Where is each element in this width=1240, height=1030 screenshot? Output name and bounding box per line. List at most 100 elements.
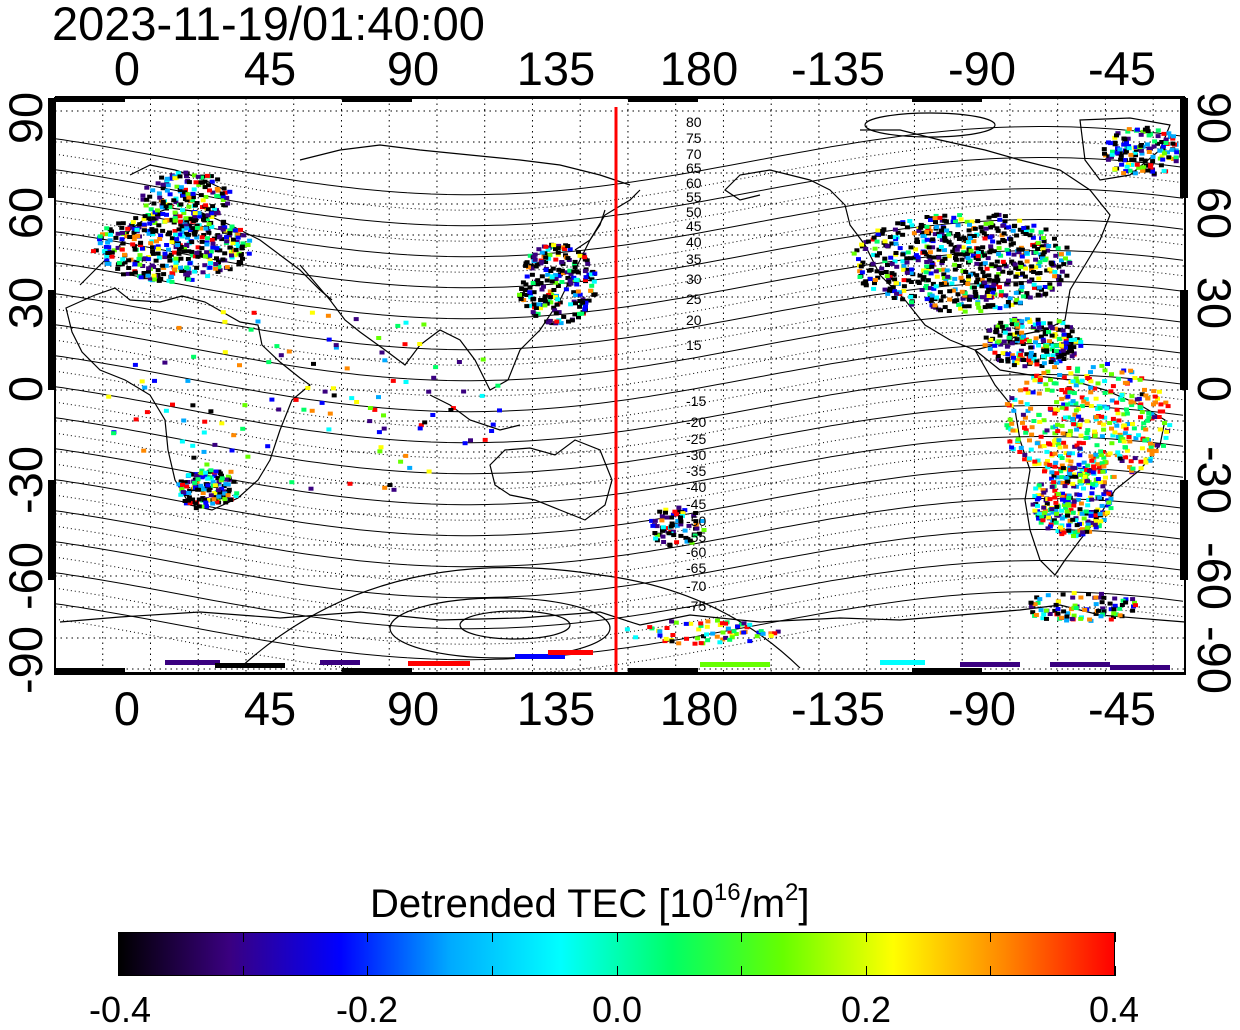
frame-tick <box>55 96 125 102</box>
tec-point <box>523 263 529 268</box>
tec-point <box>1053 508 1059 513</box>
tec-point <box>941 234 947 239</box>
tec-point <box>153 258 159 263</box>
tec-point <box>531 254 537 259</box>
tec-point <box>988 337 994 342</box>
tec-point <box>984 234 989 239</box>
tec-point <box>1047 497 1053 502</box>
tec-point <box>1013 266 1019 271</box>
tec-point <box>887 288 893 293</box>
tec-point <box>1150 159 1156 164</box>
tec-point <box>1147 458 1153 463</box>
tec-point <box>1063 256 1068 261</box>
tec-point <box>1098 614 1104 619</box>
tec-point <box>210 190 216 195</box>
tec-point <box>178 245 184 249</box>
tec-point <box>1060 321 1066 326</box>
lat-tick-right: 60 <box>1188 186 1240 240</box>
tec-point <box>1142 127 1148 132</box>
tec-point <box>1067 260 1073 265</box>
tec-point <box>1068 325 1073 330</box>
tec-point <box>1048 360 1054 364</box>
tec-point <box>1023 266 1029 271</box>
tec-point <box>965 251 971 256</box>
tec-point <box>960 269 966 273</box>
tec-point <box>984 266 990 271</box>
tec-point <box>1059 423 1065 428</box>
tec-point <box>657 633 663 638</box>
tec-point <box>1013 300 1019 305</box>
tec-point <box>990 303 996 308</box>
tec-point <box>983 297 989 302</box>
tec-point <box>241 233 247 238</box>
tec-point <box>1110 149 1115 154</box>
tec-point <box>872 281 877 286</box>
tec-point <box>940 294 946 299</box>
tec-point <box>155 208 160 213</box>
lat-tick-left: 0 <box>0 375 52 403</box>
tec-point <box>141 271 147 275</box>
tec-point <box>1030 390 1036 395</box>
tec-point <box>1064 273 1070 278</box>
tec-point <box>965 256 971 260</box>
tec-point <box>1013 290 1019 295</box>
tec-point <box>1059 456 1065 460</box>
tec-point <box>222 350 228 355</box>
tec-point <box>1073 484 1079 489</box>
tec-point <box>931 255 937 260</box>
tec-point <box>1024 402 1030 407</box>
tec-point <box>1027 295 1033 300</box>
lon-tick-top: -90 <box>948 42 1016 95</box>
tec-point <box>689 540 695 545</box>
tec-point <box>663 636 669 641</box>
tec-point <box>1095 462 1101 467</box>
tec-point <box>997 285 1002 290</box>
tec-point <box>207 253 213 258</box>
tec-point <box>1019 330 1025 335</box>
tec-point <box>387 483 393 487</box>
tec-point <box>152 221 158 225</box>
tec-point <box>1068 371 1074 376</box>
tec-point <box>1054 511 1059 516</box>
tec-point <box>1011 408 1017 413</box>
tec-point <box>944 228 950 233</box>
tec-point <box>692 533 698 538</box>
tec-point <box>1052 464 1058 469</box>
tec-point <box>1026 338 1032 343</box>
tec-point <box>1120 397 1126 402</box>
tec-point <box>1066 366 1072 370</box>
tec-point <box>571 269 577 274</box>
tec-point <box>961 250 967 255</box>
tec-point <box>403 380 409 384</box>
tec-point <box>184 174 189 179</box>
frame-tick <box>48 98 56 198</box>
tec-point <box>1012 318 1018 322</box>
tec-point <box>923 270 929 275</box>
tec-point <box>968 248 974 253</box>
tec-point <box>541 284 546 289</box>
tec-point <box>572 312 578 317</box>
tec-point <box>987 284 993 289</box>
tec-point <box>912 294 917 299</box>
lat-tick-right: 30 <box>1188 276 1240 330</box>
tec-point <box>1027 438 1032 443</box>
tec-point <box>147 276 153 281</box>
tec-point <box>205 228 211 233</box>
tec-point <box>1059 475 1065 480</box>
tec-point <box>701 634 706 639</box>
lon-tick-top: 180 <box>659 42 739 95</box>
tec-point <box>1138 415 1143 420</box>
tec-point <box>113 235 119 240</box>
tec-point <box>871 235 877 240</box>
tec-point <box>1032 494 1038 498</box>
tec-point <box>936 231 942 236</box>
tec-point <box>1127 168 1133 173</box>
tec-point <box>533 306 539 310</box>
tec-point <box>1108 617 1114 622</box>
tec-point <box>1090 482 1096 487</box>
tec-point <box>1061 332 1067 337</box>
contour-label: -45 <box>686 496 706 512</box>
tec-point <box>567 247 573 252</box>
tec-point <box>205 476 211 481</box>
contour-line <box>55 420 1184 490</box>
